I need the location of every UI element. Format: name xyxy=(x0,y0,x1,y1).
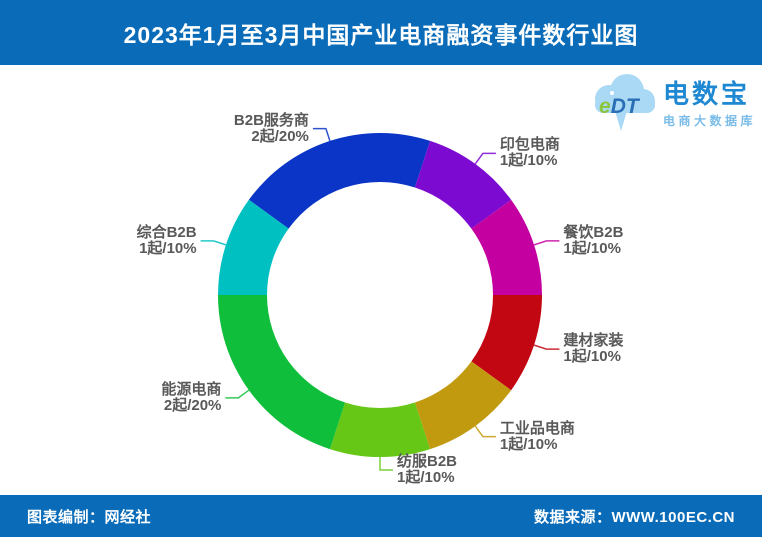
logo-e: e xyxy=(599,95,611,118)
leader-line-0 xyxy=(312,127,331,142)
page-title: 2023年1月至3月中国产业电商融资事件数行业图 xyxy=(123,21,639,48)
slice-value: 1起/10% xyxy=(397,469,455,486)
leader-line-3 xyxy=(533,344,560,350)
slice-label-0: B2B服务商 2起/20% xyxy=(233,111,309,145)
slice-value: 2起/20% xyxy=(163,396,222,414)
slice-label-5: 纺服B2B 1起/10% xyxy=(397,454,457,486)
donut-slice-6[interactable] xyxy=(218,295,346,450)
footer-credit: 图表编制：网经社 xyxy=(27,508,152,526)
leader-line-1 xyxy=(474,152,496,165)
slice-name: 工业品电商 xyxy=(499,419,575,437)
brand-text: 电数宝 电商大数据库 xyxy=(663,79,756,129)
leader-line-7 xyxy=(200,240,227,246)
slice-name: 餐饮B2B xyxy=(563,223,624,241)
leader-line-2 xyxy=(533,240,560,246)
brand-subtitle: 电商大数据库 xyxy=(663,114,757,128)
slice-label-3: 建材家装 1起/10% xyxy=(563,333,623,365)
slice-value: 1起/10% xyxy=(139,239,197,257)
slice-name: 能源电商 xyxy=(161,380,222,398)
leader-line-6 xyxy=(225,389,250,399)
slice-value: 1起/10% xyxy=(499,435,558,453)
cloud-icon xyxy=(595,74,655,131)
donut-slice-3[interactable] xyxy=(471,295,542,391)
donut-slice-0[interactable] xyxy=(248,132,431,229)
cloud-logo: eDT xyxy=(585,69,659,139)
slice-value: 1起/10% xyxy=(499,152,558,170)
slice-label-6: 能源电商 2起/20% xyxy=(161,380,222,414)
slice-name: 综合B2B xyxy=(136,223,197,241)
slice-name: 纺服B2B xyxy=(397,453,458,470)
donut-slice-2[interactable] xyxy=(471,199,542,295)
cloud-logo-text: eDT xyxy=(599,95,639,119)
slice-name: 建材家装 xyxy=(563,332,624,350)
donut-slice-7[interactable] xyxy=(217,199,289,295)
slice-value: 1起/10% xyxy=(563,239,621,257)
slice-label-4: 工业品电商 1起/10% xyxy=(499,419,575,453)
slice-label-7: 综合B2B 1起/10% xyxy=(136,223,197,257)
donut-slice-4[interactable] xyxy=(414,361,512,450)
leader-line-4 xyxy=(474,425,496,438)
brand-name: 电数宝 xyxy=(663,79,751,109)
slice-name: B2B服务商 xyxy=(233,111,309,129)
footer-source: 数据来源：WWW.100EC.CN xyxy=(533,508,735,526)
logo-dt: DT xyxy=(610,95,639,118)
slice-value: 1起/10% xyxy=(563,348,621,366)
brand-logo: eDT 电数宝 电商大数据库 xyxy=(585,68,757,140)
footer-bar: 图表编制：网经社 数据来源：WWW.100EC.CN xyxy=(0,495,762,537)
slice-label-1: 印包电商 1起/10% xyxy=(500,137,560,169)
slice-value: 2起/20% xyxy=(251,127,309,145)
slice-label-2: 餐饮B2B 1起/10% xyxy=(563,223,624,257)
slice-name: 印包电商 xyxy=(499,136,560,154)
leader-line-5 xyxy=(379,457,393,471)
donut-slice-5[interactable] xyxy=(329,402,431,458)
title-bar: 2023年1月至3月中国产业电商融资事件数行业图 xyxy=(0,0,762,65)
donut-slice-1[interactable] xyxy=(414,140,512,229)
